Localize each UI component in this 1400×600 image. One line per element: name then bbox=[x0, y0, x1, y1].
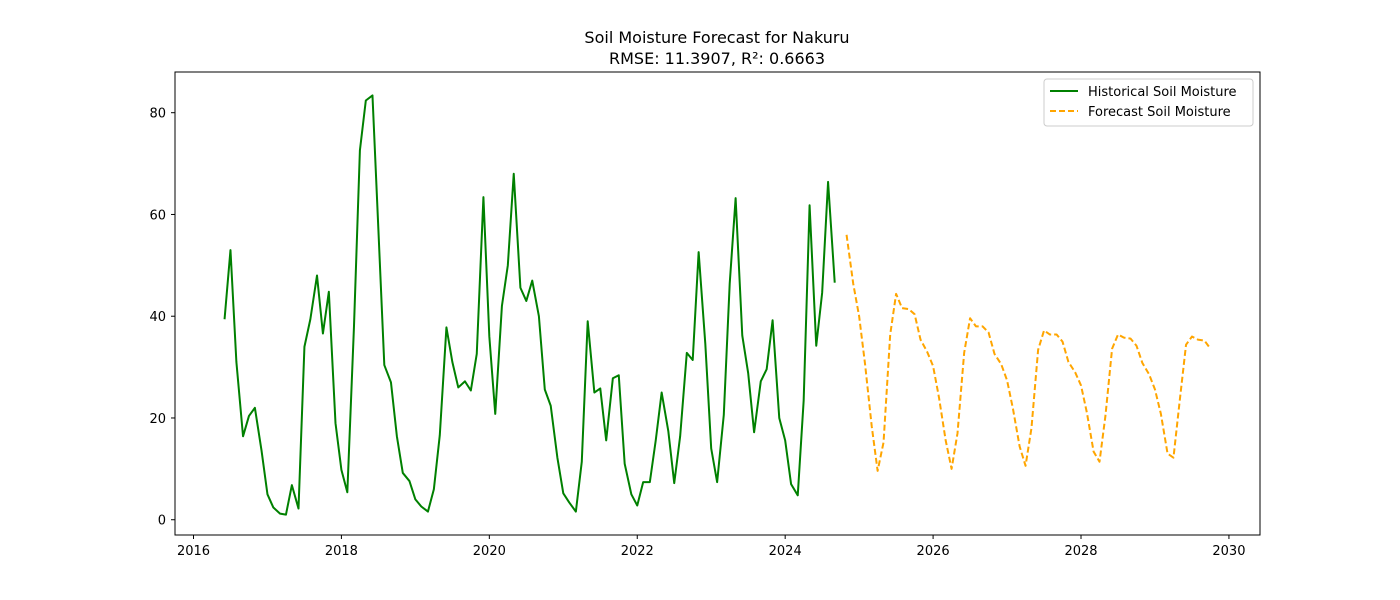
y-tick-label: 20 bbox=[149, 412, 166, 427]
chart-subtitle: RMSE: 11.3907, R²: 0.6663 bbox=[609, 49, 825, 68]
x-tick-label: 2030 bbox=[1212, 544, 1245, 559]
y-tick-label: 40 bbox=[149, 310, 166, 325]
x-tick-label: 2018 bbox=[325, 544, 358, 559]
y-tick-label: 60 bbox=[149, 208, 166, 223]
legend-box bbox=[1043, 78, 1254, 127]
y-axis: 0 20 40 60 80 bbox=[149, 107, 175, 529]
legend: Historical Soil Moisture Forecast Soil Mo… bbox=[1043, 78, 1254, 127]
x-tick-label: 2024 bbox=[769, 544, 802, 559]
x-tick-label: 2020 bbox=[473, 544, 506, 559]
chart-title: Soil Moisture Forecast for Nakuru bbox=[584, 28, 849, 47]
plot-area bbox=[174, 71, 1261, 536]
y-tick-label: 0 bbox=[158, 514, 166, 529]
x-tick-label: 2016 bbox=[177, 544, 210, 559]
y-tick-label: 80 bbox=[149, 107, 166, 122]
x-axis: 2016 2018 2020 2022 2024 2026 2028 2030 bbox=[177, 535, 1245, 559]
forecast-series-line bbox=[845, 234, 1212, 472]
legend-label: Forecast Soil Moisture bbox=[1088, 105, 1231, 120]
x-tick-label: 2026 bbox=[917, 544, 950, 559]
x-tick-label: 2022 bbox=[621, 544, 654, 559]
legend-label: Historical Soil Moisture bbox=[1088, 85, 1237, 100]
x-tick-label: 2028 bbox=[1064, 544, 1097, 559]
historical-series-line bbox=[223, 94, 836, 516]
